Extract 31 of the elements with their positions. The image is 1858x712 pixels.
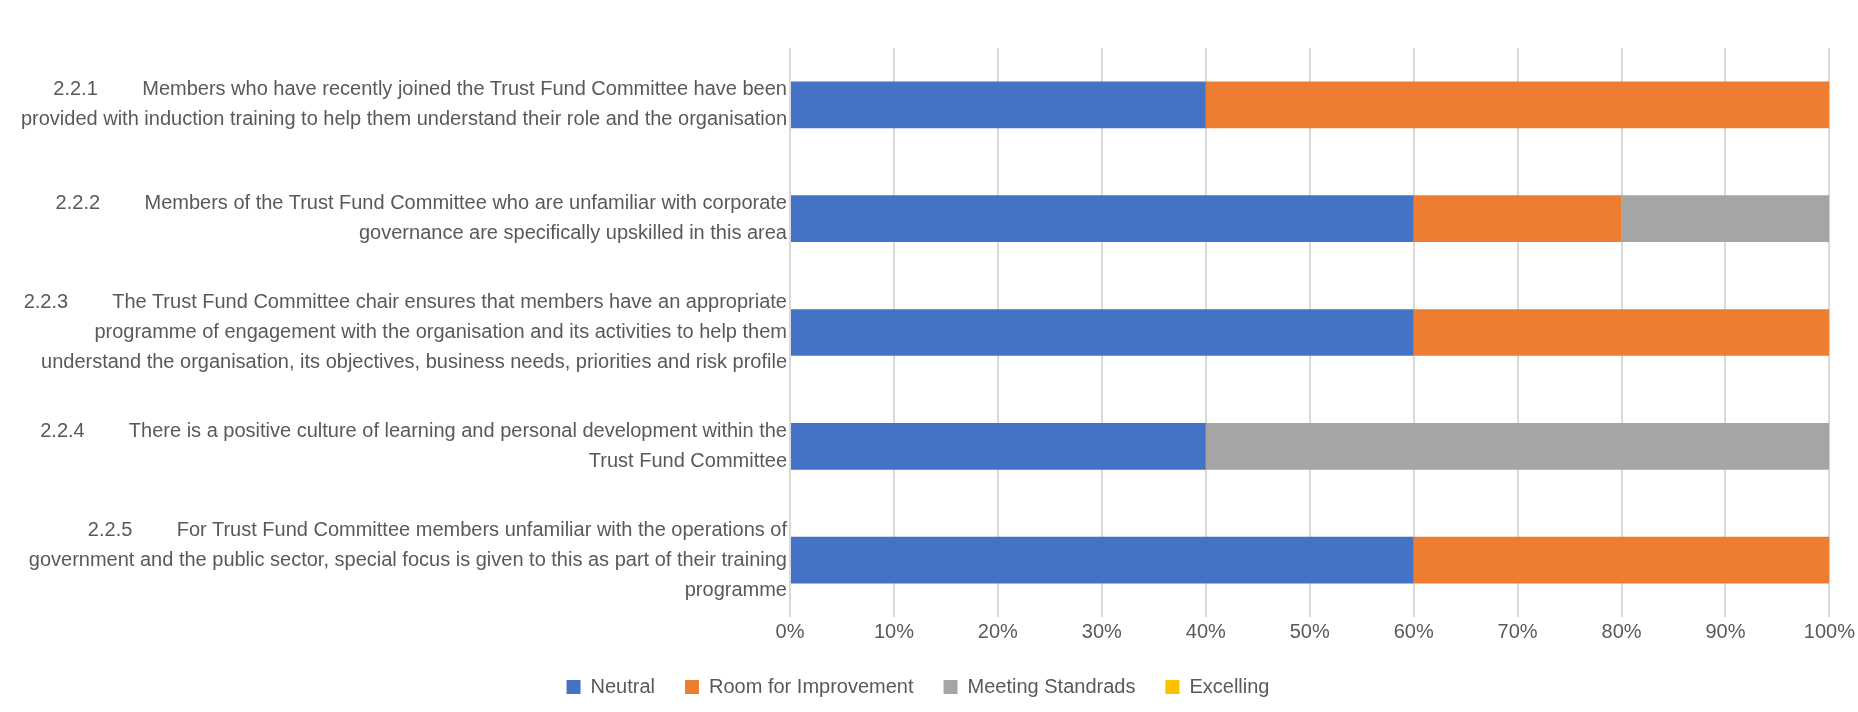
y-tick-label: 2.2.5 For Trust Fund Committee members unfamiliar with the operations of government and the public sector, special focus is given to this as part of their training programme bbox=[28, 517, 788, 600]
x-tick-label: 40% bbox=[1185, 619, 1226, 642]
bar bbox=[1205, 422, 1830, 470]
x-tick-label: 50% bbox=[1289, 619, 1330, 642]
legend-label: Meeting Standrads bbox=[967, 674, 1136, 697]
legend-label: Excelling bbox=[1189, 674, 1270, 697]
x-tick-label: 20% bbox=[977, 619, 1019, 642]
bar bbox=[1413, 536, 1830, 584]
legend-label: Room for Improvement bbox=[709, 674, 914, 697]
x-tick-label: 70% bbox=[1497, 619, 1538, 642]
x-tick-label: 100% bbox=[1803, 619, 1856, 642]
bar bbox=[791, 195, 1414, 243]
y-tick-label: 2.2.2 Members of the Trust Fund Committee who are unfamiliar with corporate governance are specifically upskilled in this area bbox=[55, 191, 788, 244]
bar bbox=[791, 81, 1206, 129]
bar bbox=[1621, 195, 1830, 243]
legend-label: Neutral bbox=[590, 674, 656, 697]
y-tick-label: 2.2.4 There is a positive culture of learning and personal development within the Trust Fund Committee bbox=[40, 418, 787, 471]
x-tick-label: 0% bbox=[775, 619, 805, 642]
bar bbox=[1413, 309, 1830, 356]
x-tick-label: 60% bbox=[1393, 619, 1434, 642]
bar bbox=[1205, 81, 1830, 129]
x-tick-label: 90% bbox=[1705, 619, 1746, 642]
bar bbox=[791, 309, 1414, 356]
bar bbox=[791, 536, 1414, 584]
y-tick-label: 2.2.3 The Trust Fund Committee chair ensures that members have an appropriate programme of engagement with the organisation and its activities to help them understand the organisation, its objectives, business needs, priorities and risk profile bbox=[23, 290, 787, 373]
x-tick-label: 30% bbox=[1081, 619, 1123, 642]
bar bbox=[1413, 195, 1622, 243]
y-tick-label: 2.2.1 Members who have recently joined the Trust Fund Committee have been provided with induction training to help them understand their role and the organisation bbox=[20, 77, 787, 130]
x-tick-label: 10% bbox=[873, 619, 915, 642]
bar bbox=[791, 422, 1206, 470]
x-tick-label: 80% bbox=[1601, 619, 1642, 642]
